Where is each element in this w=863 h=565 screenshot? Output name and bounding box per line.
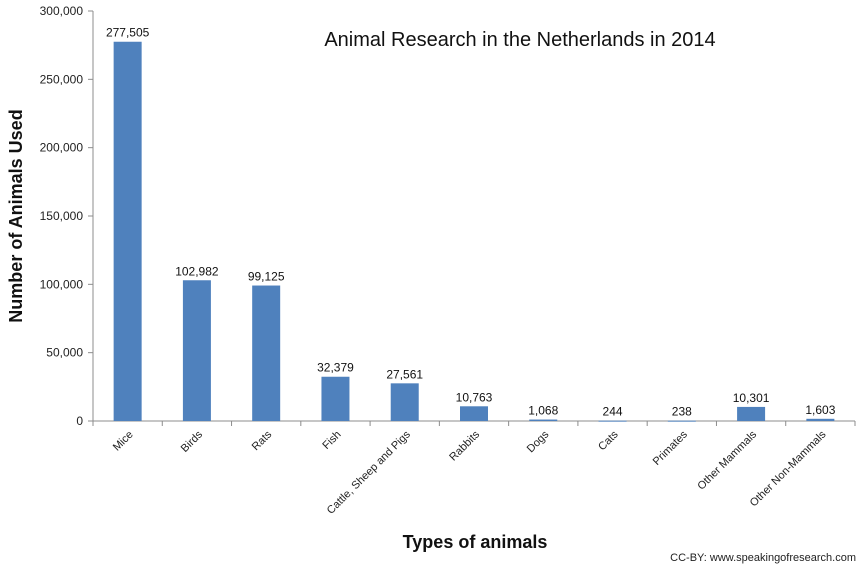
data-label: 99,125	[248, 270, 285, 284]
x-tick-label: Birds	[179, 428, 206, 455]
data-label: 244	[603, 405, 623, 419]
y-tick-label: 50,000	[46, 346, 83, 360]
y-tick-label: 200,000	[40, 141, 84, 155]
x-tick-label: Cats	[596, 428, 621, 453]
bar-rats	[252, 285, 281, 421]
bar-fish	[321, 376, 350, 421]
bar-dogs	[529, 419, 558, 421]
data-label: 238	[672, 405, 692, 419]
y-axis-label: Number of Animals Used	[6, 109, 26, 322]
data-label: 1,603	[805, 403, 835, 417]
bar-birds	[182, 280, 211, 421]
y-tick-label: 300,000	[40, 4, 84, 18]
data-label: 1,068	[528, 404, 558, 418]
data-label: 10,763	[456, 390, 493, 404]
y-tick-label: 150,000	[40, 209, 84, 223]
bar-mice	[113, 41, 142, 422]
y-tick-label: 250,000	[40, 72, 84, 86]
data-label: 277,505	[106, 26, 150, 40]
data-label: 10,301	[733, 391, 770, 405]
bar-rabbits	[460, 406, 488, 421]
x-tick-label: Rabbits	[447, 428, 482, 463]
chart-title: Animal Research in the Netherlands in 20…	[324, 29, 715, 51]
y-tick-label: 0	[76, 414, 83, 428]
x-tick-label: Fish	[320, 429, 343, 452]
x-tick-label: Primates	[651, 428, 691, 468]
x-tick-label: Dogs	[525, 428, 552, 455]
x-tick-label: Rats	[250, 428, 275, 453]
bar-other-non-mammals	[806, 418, 835, 421]
y-tick-label: 100,000	[40, 277, 84, 291]
x-tick-label: Other Mammals	[695, 428, 759, 492]
bar-primates	[667, 420, 696, 422]
bar-cats	[598, 420, 627, 422]
bar-cattle-sheep-and-pigs	[390, 383, 419, 421]
bar-other-mammals	[737, 406, 766, 421]
data-label: 102,982	[175, 264, 219, 278]
data-label: 32,379	[317, 361, 354, 375]
x-tick-label: Other Non-Mammals	[748, 428, 829, 509]
x-tick-label: Mice	[111, 429, 136, 454]
data-label: 27,561	[386, 367, 423, 381]
credit-text: CC-BY: www.speakingofresearch.com	[670, 552, 856, 564]
x-axis-label: Types of animals	[403, 532, 548, 552]
